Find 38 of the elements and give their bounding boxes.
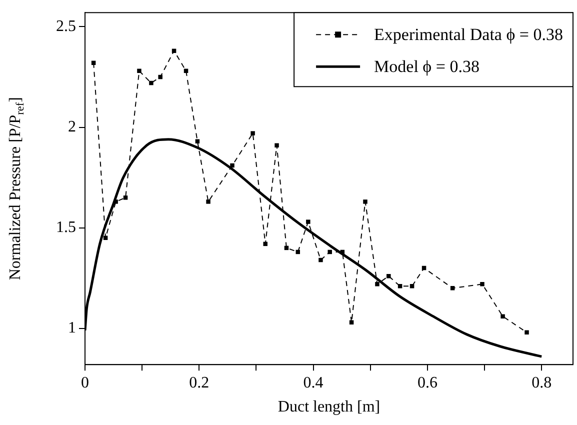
point (386, 274, 391, 278)
x-tick-label: 0.6 (417, 374, 438, 392)
x-tick-label: 0.4 (303, 374, 324, 392)
x-tick-label: 0 (81, 374, 89, 392)
point (306, 220, 310, 224)
y-tick-label: 1.5 (56, 219, 76, 236)
point (114, 200, 118, 204)
point (349, 320, 354, 324)
point (137, 68, 142, 74)
point (274, 143, 279, 148)
point (230, 163, 234, 168)
point (410, 284, 414, 288)
point (123, 196, 128, 200)
point (500, 314, 505, 318)
point (524, 330, 529, 335)
point (398, 284, 402, 288)
point (318, 258, 323, 262)
x-axis-title: Duct length [m] (278, 398, 380, 416)
point (480, 282, 484, 286)
legend-label: Model ϕ = 0.38 (374, 57, 480, 76)
point (328, 250, 332, 254)
y-tick-label: 2 (68, 118, 76, 136)
point (263, 242, 268, 246)
legend-label: Experimental Data ϕ = 0.38 (374, 25, 563, 44)
y-axis-title: Normalized Pressure [P/Pref] (7, 97, 27, 280)
x-tick-label: 0.2 (189, 374, 210, 392)
y-tick-label: 2.5 (56, 18, 76, 35)
y-tick-label: 1 (68, 320, 76, 337)
point (363, 200, 368, 204)
point (195, 139, 200, 144)
point (149, 80, 154, 86)
point (250, 131, 255, 136)
point (375, 282, 380, 286)
x-tick-label: 0.8 (532, 374, 552, 392)
point (172, 48, 176, 53)
point (158, 74, 162, 80)
point (450, 286, 455, 290)
point (206, 200, 210, 204)
